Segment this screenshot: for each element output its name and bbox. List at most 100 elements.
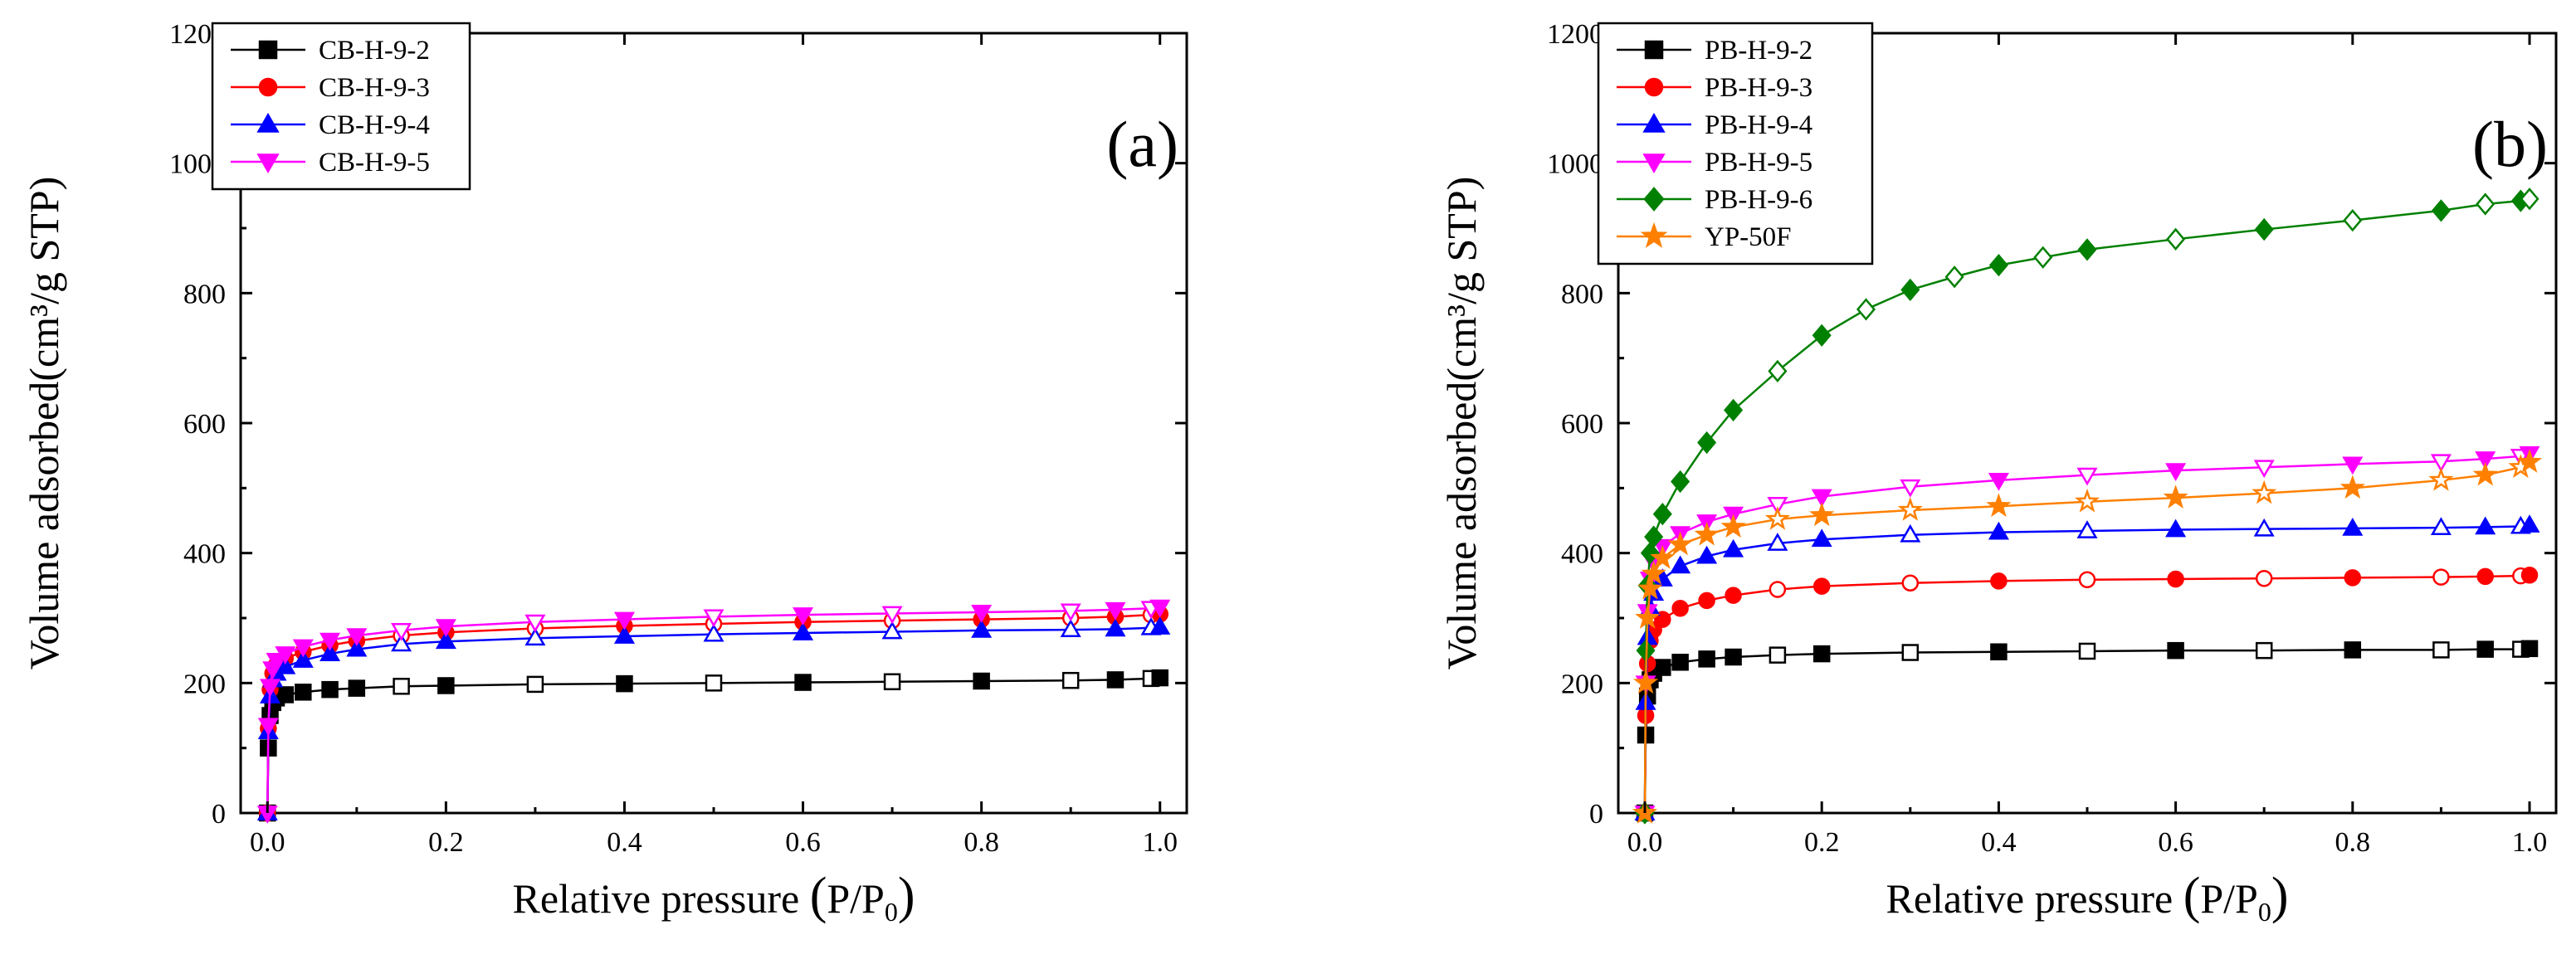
data-point	[2253, 518, 2275, 537]
legend-label: CB-H-9-5	[319, 148, 430, 178]
legend: PB-H-9-2 PB-H-9-3 PB-H-9-4 PB-H-9-5 PB-H-9-6…	[1597, 22, 1874, 265]
data-point	[2078, 571, 2096, 589]
data-point	[1764, 506, 1790, 530]
legend-label: PB-H-9-4	[1705, 110, 1812, 140]
x-tick-label: 1.0	[2512, 827, 2548, 858]
data-point	[703, 623, 724, 642]
panel-label: (b)	[2472, 108, 2548, 180]
data-point	[259, 679, 281, 698]
data-point	[2076, 520, 2098, 538]
data-point	[321, 680, 339, 699]
data-point	[2255, 569, 2273, 587]
data-point	[2165, 519, 2187, 538]
data-point	[2516, 449, 2543, 473]
data-point	[1988, 254, 2008, 277]
data-point	[1671, 654, 1689, 671]
data-point	[526, 675, 544, 694]
data-point	[266, 653, 287, 671]
legend-swatch-marker	[258, 77, 278, 97]
legend-label: CB-H-9-3	[319, 73, 430, 103]
data-point	[1723, 538, 1744, 557]
x-tick-label: 0.6	[2158, 827, 2193, 858]
chart-panel-a: 0.0 0.2 0.4 0.6 0.8 1.0020040060080010001200R…	[21, 19, 1188, 927]
data-point	[2476, 640, 2494, 658]
data-point	[275, 646, 296, 665]
y-tick-label: 800	[1561, 279, 1603, 309]
data-point	[2076, 467, 2098, 486]
legend-label: PB-H-9-2	[1705, 36, 1812, 66]
data-point	[2339, 475, 2365, 499]
data-point	[2344, 569, 2362, 587]
data-point	[1637, 575, 1663, 600]
data-point	[1900, 479, 1921, 498]
data-point	[2167, 641, 2184, 660]
data-point	[2342, 518, 2364, 536]
data-point	[276, 686, 295, 704]
y-tick-label: 600	[1561, 409, 1603, 440]
data-point	[1901, 644, 1920, 661]
data-point	[705, 674, 723, 692]
x-tick-label: 0.0	[1627, 827, 1663, 858]
data-point	[881, 621, 903, 640]
data-point	[1990, 572, 2008, 590]
data-point	[2165, 463, 2187, 482]
legend-label: PB-H-9-6	[1705, 185, 1812, 215]
data-point	[1809, 502, 1835, 527]
data-point	[1769, 581, 1787, 598]
data-point	[295, 684, 312, 701]
data-point	[2520, 567, 2539, 584]
data-point	[346, 638, 368, 657]
data-point	[2476, 192, 2496, 216]
legend-swatch-marker	[1642, 112, 1666, 133]
data-point	[2074, 488, 2100, 513]
legend-label: PB-H-9-5	[1705, 148, 1812, 178]
y-tick-label: 200	[183, 669, 226, 699]
data-point	[1106, 671, 1125, 689]
data-point	[2253, 460, 2275, 479]
legend-swatch-marker	[1640, 222, 1668, 248]
data-point	[883, 673, 901, 691]
data-point	[2520, 187, 2539, 211]
data-point	[2077, 238, 2097, 261]
data-point	[1149, 599, 1171, 618]
data-point	[1654, 659, 1671, 676]
data-point	[881, 606, 903, 625]
data-point	[2255, 641, 2273, 660]
data-point	[524, 627, 546, 646]
y-tick-label: 1000	[1547, 149, 1603, 180]
data-point	[391, 633, 412, 652]
data-point	[1105, 618, 1126, 637]
data-point	[1635, 605, 1661, 629]
data-point	[2163, 484, 2188, 509]
data-point	[1696, 545, 1718, 564]
data-point	[613, 611, 635, 630]
data-point	[1644, 525, 1664, 548]
data-point	[2472, 461, 2498, 486]
data-point	[437, 677, 455, 694]
data-point	[2519, 514, 2540, 533]
y-tick-label: 0	[1589, 799, 1603, 830]
data-point	[1698, 592, 1715, 610]
data-point	[1768, 359, 1788, 382]
x-tick-label: 0.2	[1804, 827, 1840, 858]
data-point	[1811, 528, 1832, 548]
data-point	[1900, 278, 1920, 302]
series-PB-H-9-4	[1634, 514, 2540, 820]
series-line	[1643, 523, 2530, 814]
x-axis-title: Relative pressure (P/P0)	[1886, 868, 2288, 927]
y-tick-label: 0	[212, 799, 226, 830]
legend-swatch-marker	[258, 40, 278, 60]
x-tick-label: 0.6	[785, 827, 821, 858]
legend-label: YP-50F	[1705, 222, 1792, 252]
series-PB-H-9-3	[1636, 567, 2539, 822]
legend-swatch-marker	[1644, 40, 1664, 60]
data-point	[1725, 587, 1742, 604]
x-tick-label: 0.4	[1981, 827, 2017, 858]
x-tick-label: 0.8	[964, 827, 999, 858]
data-point	[2344, 641, 2362, 659]
data-point	[1652, 503, 1672, 526]
data-point	[393, 678, 410, 695]
data-point	[1988, 521, 2009, 540]
data-point	[2343, 208, 2363, 232]
data-point	[1105, 601, 1126, 621]
